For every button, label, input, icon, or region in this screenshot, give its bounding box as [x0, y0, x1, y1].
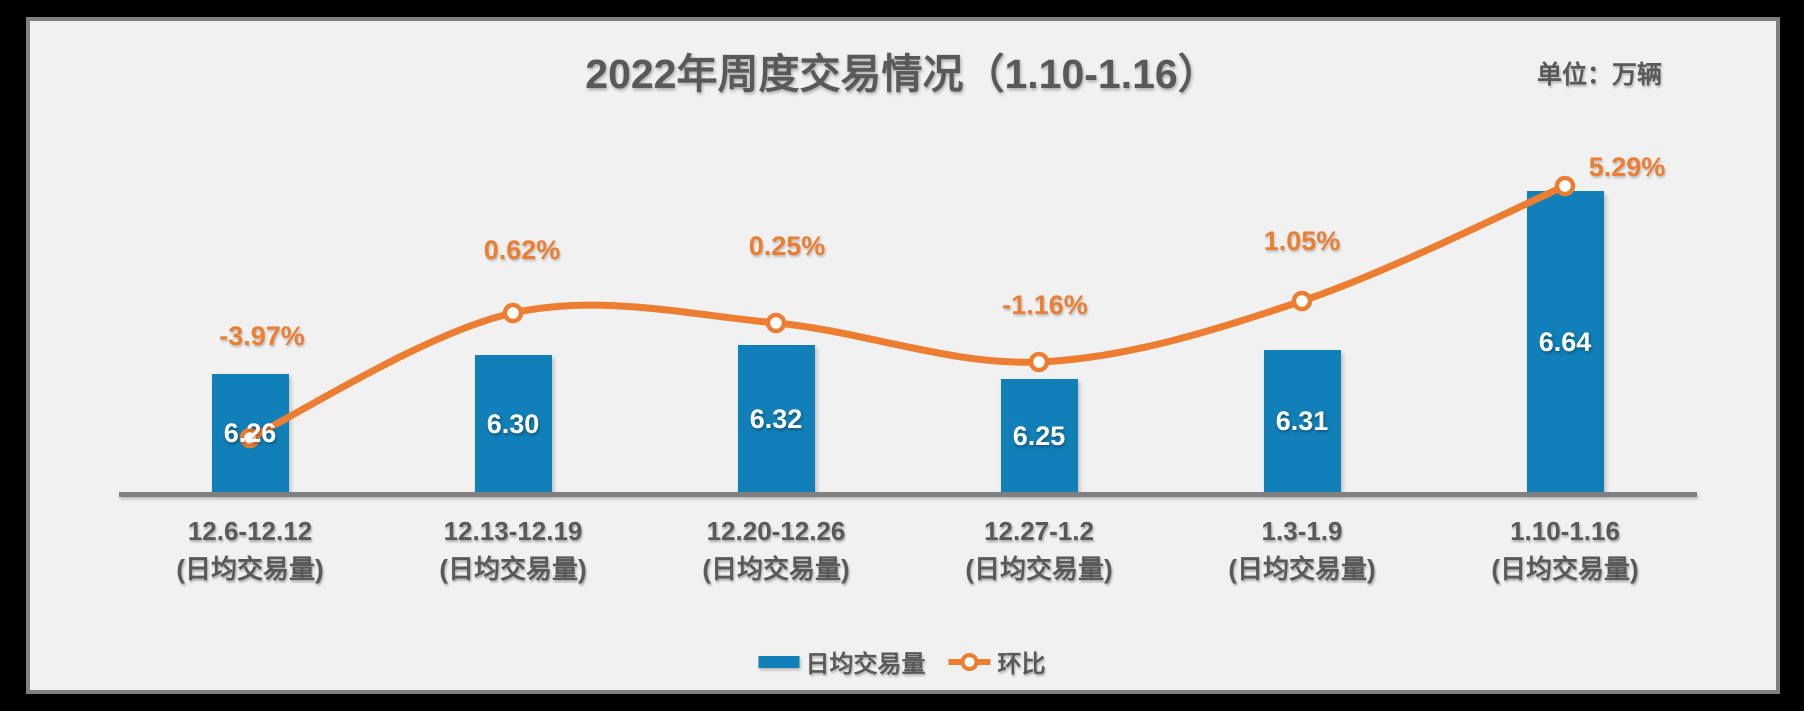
unit-label: 单位：万辆 [1536, 61, 1662, 89]
x-axis-category-label: 12.13-12.19 [443, 516, 583, 546]
x-axis-category-label: 12.27-1.2 [984, 516, 1094, 546]
line-value-label: 1.05% [1263, 226, 1341, 256]
bar-value-label: 6.26 [223, 418, 277, 448]
x-axis-line [119, 492, 1697, 497]
line-value-label: 0.25% [748, 231, 826, 261]
x-axis-category-sublabel: (日均交易量) [965, 554, 1113, 584]
chart-title: 2022年周度交易情况（1.10-1.16） [585, 51, 1219, 97]
x-axis-category-label: 1.3-1.9 [1261, 516, 1343, 546]
line-value-label: -3.97% [219, 321, 305, 351]
bar-value-label: 6.25 [1012, 420, 1066, 451]
line-marker-icon [948, 652, 991, 671]
x-axis-category-label: 1.10-1.16 [1510, 516, 1620, 546]
line-value-label: 5.29% [1588, 152, 1666, 182]
bar-value-label: 6.64 [1538, 326, 1592, 357]
chart-canvas [26, 17, 1780, 694]
x-axis-category-sublabel: (日均交易量) [176, 554, 324, 584]
legend-label-line: 环比 [997, 651, 1046, 678]
bar-value-label: 6.31 [1275, 406, 1329, 436]
line-value-label: -1.16% [1002, 290, 1088, 320]
x-axis-category-label: 12.6-12.12 [187, 516, 313, 546]
legend-item-bar: 日均交易量 [758, 644, 926, 679]
x-axis-category-sublabel: (日均交易量) [702, 554, 850, 584]
x-axis-category-sublabel: (日均交易量) [439, 554, 587, 584]
x-axis-category-label: 12.20-12.26 [706, 516, 846, 546]
x-axis-category-sublabel: (日均交易量) [1491, 554, 1639, 584]
legend-label-bar: 日均交易量 [805, 651, 926, 678]
bar-value-label: 6.30 [486, 408, 540, 439]
legend-item-line: 环比 [948, 644, 1046, 679]
line-value-label: 0.62% [483, 235, 561, 265]
bar-value-label: 6.32 [749, 403, 803, 434]
bar-swatch-icon [758, 655, 800, 668]
legend: 日均交易量 环比 [758, 644, 1046, 679]
x-axis-category-sublabel: (日均交易量) [1228, 554, 1376, 584]
